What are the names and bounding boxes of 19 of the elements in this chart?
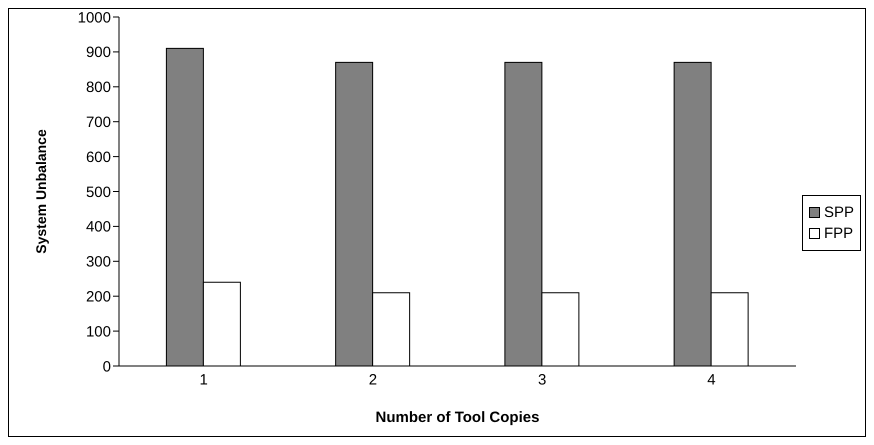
y-tick-label: 600 bbox=[86, 148, 111, 166]
legend-label: FPP bbox=[824, 224, 854, 242]
x-tick-label: 3 bbox=[538, 372, 546, 389]
y-tick-label: 400 bbox=[86, 218, 111, 236]
y-tick-label: 1000 bbox=[78, 9, 111, 26]
y-axis-title: System Unbalance bbox=[32, 129, 49, 254]
y-tick-label: 700 bbox=[86, 114, 111, 132]
y-tick-label: 500 bbox=[86, 184, 111, 201]
x-tick-label: 4 bbox=[707, 372, 716, 389]
y-tick-label: 300 bbox=[86, 254, 111, 271]
x-axis-title: Number of Tool Copies bbox=[376, 409, 540, 426]
x-tick-label: 1 bbox=[199, 372, 208, 389]
y-tick-label: 200 bbox=[86, 288, 111, 306]
y-tick-label: 100 bbox=[86, 323, 111, 340]
y-tick-label: 900 bbox=[86, 44, 111, 62]
y-tick-label: 800 bbox=[86, 79, 111, 96]
y-tick-label: 0 bbox=[102, 358, 111, 376]
legend-label: SPP bbox=[824, 204, 854, 220]
x-tick-label: 2 bbox=[368, 372, 378, 389]
